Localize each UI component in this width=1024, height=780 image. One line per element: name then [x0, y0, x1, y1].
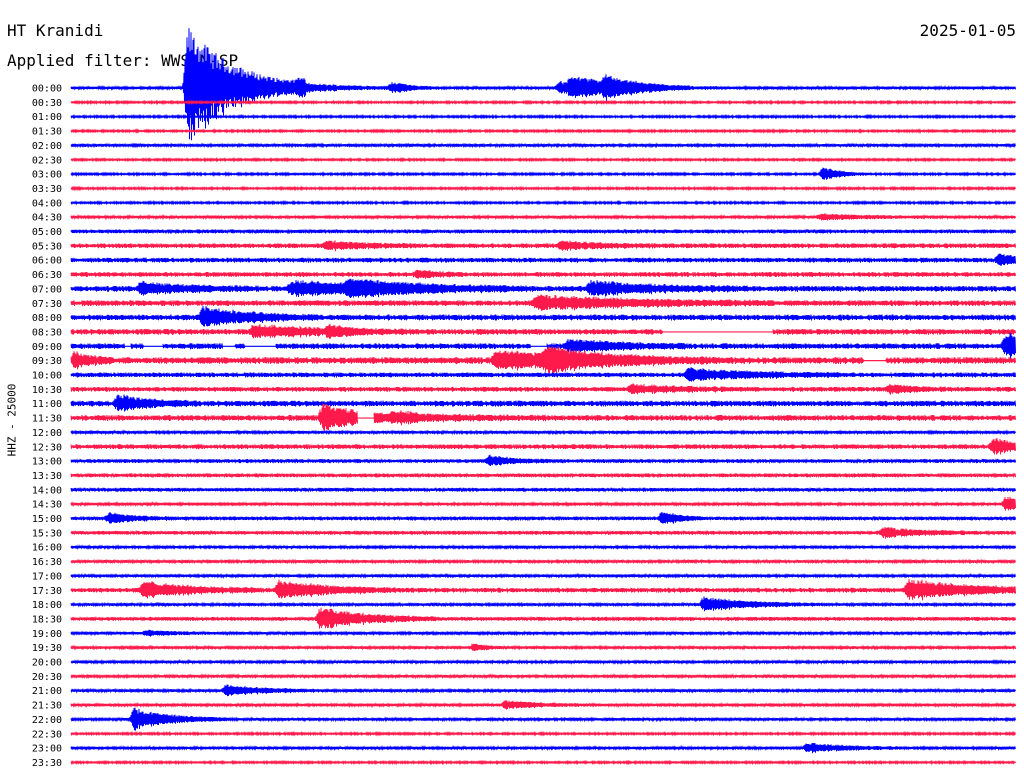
row-label-0430: 04:30: [32, 213, 62, 224]
row-label-0230: 02:30: [32, 155, 62, 166]
row-label-1730: 17:30: [32, 586, 62, 597]
row-label-0100: 01:00: [32, 112, 62, 123]
row-label-1930: 19:30: [32, 643, 62, 654]
row-label-1130: 11:30: [32, 414, 62, 425]
row-label-1400: 14:00: [32, 485, 62, 496]
row-label-0500: 05:00: [32, 227, 62, 238]
row-label-0530: 05:30: [32, 241, 62, 252]
trace-1300: [70, 454, 1016, 466]
row-label-2330: 23:30: [32, 758, 62, 769]
trace-1800: [70, 596, 1016, 612]
row-label-0730: 07:30: [32, 299, 62, 310]
trace-1500: [70, 511, 1016, 524]
filter-label: Applied filter: WWSSN-SP: [7, 51, 239, 70]
trace-0600: [70, 253, 1016, 266]
trace-1130: [70, 403, 1016, 431]
row-label-1530: 15:30: [32, 528, 62, 539]
trace-1100: [70, 394, 1016, 412]
row-label-0030: 00:30: [32, 98, 62, 109]
row-label-0830: 08:30: [32, 327, 62, 338]
trace-0730: [70, 294, 1016, 311]
row-label-1100: 11:00: [32, 399, 62, 410]
trace-1830: [70, 607, 1016, 629]
row-label-0900: 09:00: [32, 342, 62, 353]
row-label-0330: 03:30: [32, 184, 62, 195]
seismic-traces: [70, 28, 1016, 766]
row-label-0300: 03:00: [32, 170, 62, 181]
row-label-1800: 18:00: [32, 600, 62, 611]
row-label-1000: 10:00: [32, 371, 62, 382]
row-label-1500: 15:00: [32, 514, 62, 525]
row-label-0700: 07:00: [32, 284, 62, 295]
row-label-1830: 18:30: [32, 614, 62, 625]
row-label-1330: 13:30: [32, 471, 62, 482]
trace-0000: [70, 28, 1016, 141]
row-label-2300: 23:00: [32, 744, 62, 755]
row-label-2030: 20:30: [32, 672, 62, 683]
row-label-1700: 17:00: [32, 571, 62, 582]
row-label-2230: 22:30: [32, 729, 62, 740]
row-label-0200: 02:00: [32, 141, 62, 152]
row-label-0600: 06:00: [32, 256, 62, 267]
row-label-1030: 10:30: [32, 385, 62, 396]
record-date: 2025-01-05: [919, 21, 1016, 40]
station-name: HT Kranidi: [7, 21, 104, 40]
row-label-1600: 16:00: [32, 543, 62, 554]
row-label-0000: 00:00: [32, 84, 62, 95]
row-time-labels: 00:00 00:30 01:00 01:30 02:00 02:30 03:00 03:30…: [32, 84, 62, 769]
row-label-0130: 01:30: [32, 127, 62, 138]
row-label-0400: 04:00: [32, 198, 62, 209]
row-label-1200: 12:00: [32, 428, 62, 439]
row-label-1900: 19:00: [32, 629, 62, 640]
row-label-2200: 22:00: [32, 715, 62, 726]
row-label-1300: 13:00: [32, 457, 62, 468]
row-label-0630: 06:30: [32, 270, 62, 281]
row-label-0800: 08:00: [32, 313, 62, 324]
row-label-1230: 12:30: [32, 442, 62, 453]
row-label-0930: 09:30: [32, 356, 62, 367]
row-label-2000: 20:00: [32, 658, 62, 669]
row-label-1430: 14:30: [32, 500, 62, 511]
row-label-1630: 16:30: [32, 557, 62, 568]
row-label-2130: 21:30: [32, 701, 62, 712]
row-label-2100: 21:00: [32, 686, 62, 697]
